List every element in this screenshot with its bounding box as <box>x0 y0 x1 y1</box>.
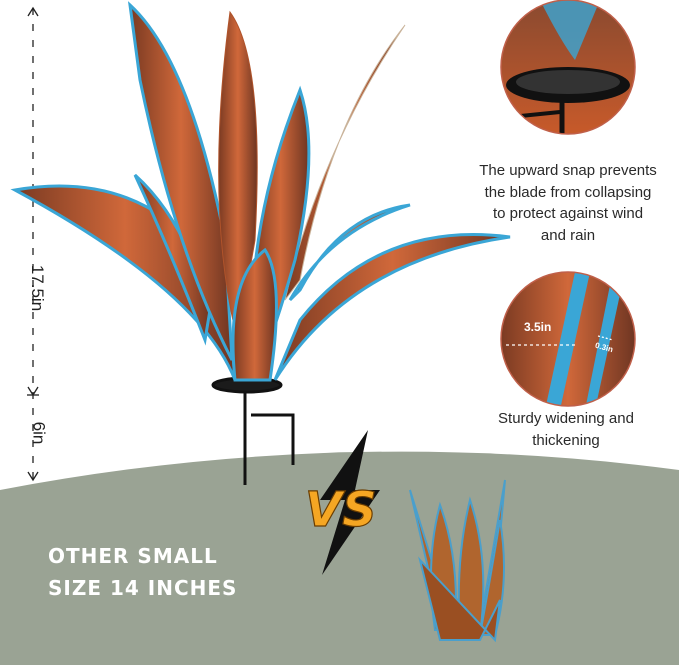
comparison-line-2: SIZE 14 INCHES <box>48 576 238 600</box>
callout-snap-image <box>501 0 635 134</box>
agave-leaves <box>10 1 511 382</box>
thickness-caption: Sturdy widening and thickening <box>498 410 634 449</box>
stake-dimension-label: 6in <box>29 421 49 445</box>
small-agave-image <box>409 479 506 643</box>
callout-thickness-image <box>501 272 635 406</box>
height-dimension-label: 17.5in <box>28 264 48 312</box>
width-label: 3.5in <box>524 320 552 334</box>
ground-area <box>0 451 679 665</box>
dimension-line <box>27 6 39 482</box>
comparison-line-1: OTHER SMALL <box>48 544 218 568</box>
vs-graphic-text: VS <box>305 482 377 538</box>
snap-caption: The upward snap prevents the blade from … <box>479 162 657 244</box>
lightning-bolt-icon <box>320 430 380 575</box>
